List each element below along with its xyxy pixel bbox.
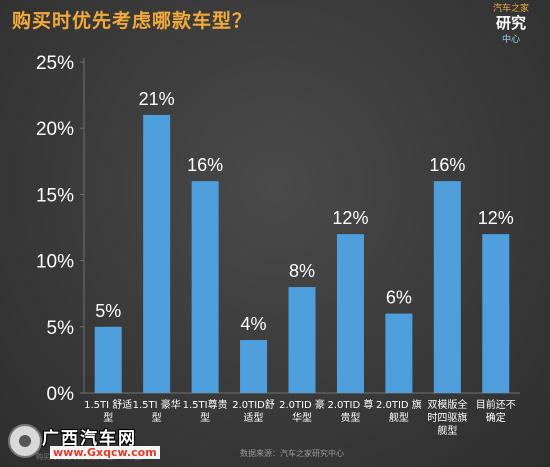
y-tick-label: 25% — [36, 53, 74, 74]
logo-line-1: 汽车之家 — [492, 4, 529, 14]
x-category-label: 1.5TI尊贵 — [183, 398, 228, 411]
bar — [433, 181, 461, 393]
bar-value-label: 21% — [139, 89, 175, 109]
x-category-label: 2.0TID 尊 — [328, 398, 374, 411]
bar-value-label: 5% — [95, 301, 121, 321]
bar-value-label: 12% — [332, 208, 368, 228]
bar — [191, 181, 219, 393]
x-category-label: 华型 — [292, 411, 312, 424]
bar — [288, 287, 316, 393]
y-tick-label: 20% — [36, 119, 74, 140]
x-category-label: 1.5TI 舒适 — [84, 398, 132, 411]
bar-value-label: 8% — [289, 261, 315, 281]
y-tick-label: 0% — [47, 384, 75, 405]
research-center-logo: 汽车之家 研究 中心 — [480, 4, 542, 45]
y-tick-label: 5% — [47, 318, 75, 339]
x-category-label: 适型 — [244, 411, 264, 424]
x-category-label: 型 — [152, 411, 162, 424]
x-category-label: 型 — [103, 411, 113, 424]
bar — [143, 114, 171, 394]
watermark-title: 广西汽车网 — [42, 429, 137, 449]
chart-title: 购买时优先考虑哪款车型？ — [12, 10, 253, 32]
x-category-label: 舰型 — [389, 411, 409, 424]
bar — [94, 326, 122, 393]
logo-line-2: 研究 — [495, 14, 526, 32]
x-category-label: 型 — [200, 411, 210, 424]
logo-line-3: 中心 — [501, 35, 520, 45]
bar-value-label: 16% — [429, 155, 465, 175]
x-category-label: 目前还不 — [476, 398, 516, 411]
bar — [336, 234, 364, 393]
x-category-label: 1.5TI 豪华 — [133, 398, 181, 411]
bar — [385, 313, 413, 393]
x-category-label: 2.0TID舒 — [232, 398, 275, 411]
bar-value-label: 6% — [386, 288, 412, 308]
x-category-label: 确定 — [486, 411, 506, 424]
y-tick-label: 10% — [36, 252, 74, 273]
watermark-url: www.Gxqcw.com — [50, 446, 160, 459]
x-category-label: 2.0TID 豪 — [279, 398, 325, 411]
y-tick-label: 15% — [36, 185, 74, 206]
bar — [482, 234, 510, 393]
data-source: 数据来源：汽车之家研究中心 — [240, 449, 344, 458]
x-category-label: 贵型 — [340, 411, 360, 424]
watermark-badge-icon — [8, 424, 42, 458]
bar — [240, 340, 268, 393]
bar-value-label: 16% — [187, 155, 223, 175]
site-watermark: 广西汽车网 www.Gxqcw.com — [4, 418, 160, 464]
x-category-label: 舰型 — [437, 424, 457, 437]
bar-value-label: 4% — [241, 314, 267, 334]
bar-value-label: 12% — [478, 208, 514, 228]
x-category-label: 2.0TID 旗 — [376, 398, 422, 411]
x-category-label: 时四驱旗 — [427, 411, 467, 424]
x-category-label: 双模版全 — [427, 398, 467, 411]
